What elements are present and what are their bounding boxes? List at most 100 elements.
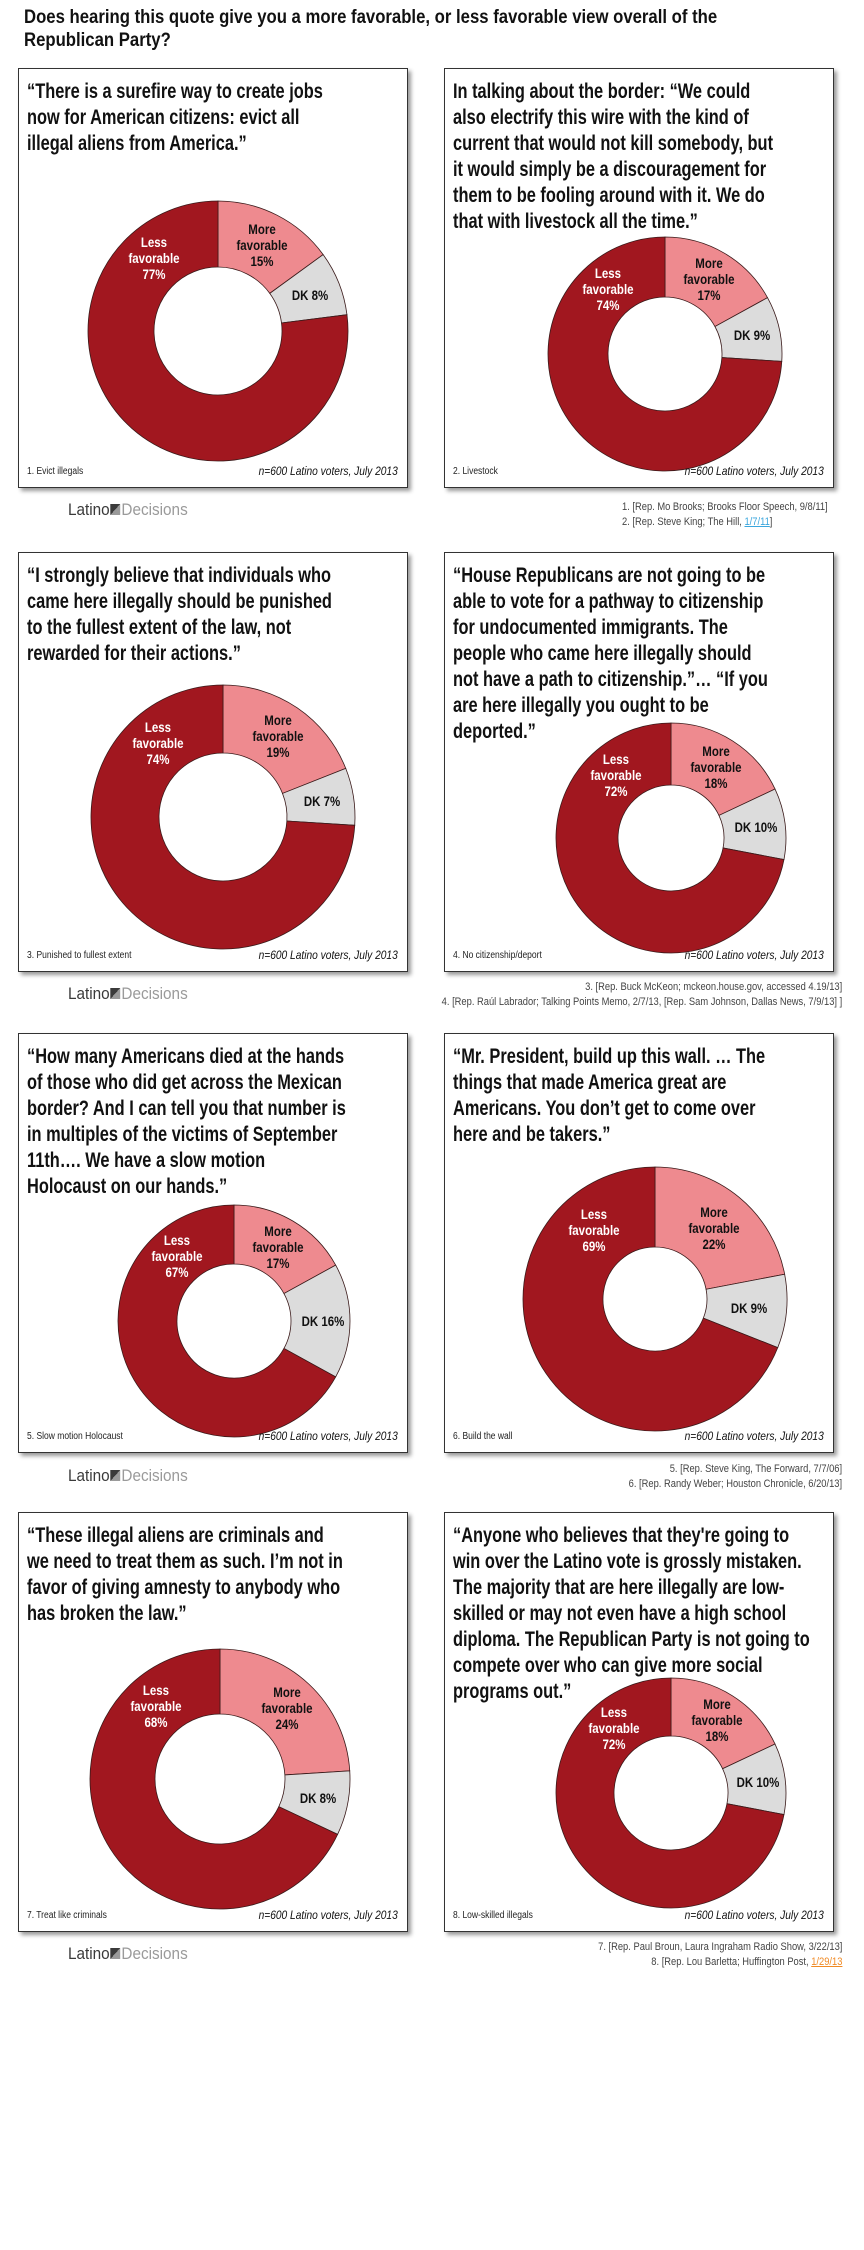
logo-text-latino: Latino — [68, 500, 110, 519]
quote-line: has broken the law.” — [27, 1602, 187, 1625]
quote-line: The majority that are here illegally are… — [453, 1576, 785, 1599]
footnote-text: 5. [Rep. Steve King, The Forward, 7/7/06… — [669, 1463, 842, 1475]
slice-value: 17% — [697, 287, 721, 304]
slice-value: 22% — [702, 1236, 726, 1253]
quote-text: “These illegal aliens are criminals and w… — [27, 1523, 394, 1627]
slice-value: 74% — [596, 296, 620, 313]
sample-note: n=600 Latino voters, July 2013 — [684, 1429, 824, 1443]
footnote: 2. [Rep. Steve King; The Hill, 1/7/11] — [622, 515, 828, 530]
footnote-link[interactable]: 1/7/11 — [744, 516, 770, 528]
quote-line: “How many Americans died at the hands — [27, 1045, 345, 1068]
source-footnotes: 1. [Rep. Mo Brooks; Brooks Floor Speech,… — [622, 500, 828, 530]
slice-value: 10% — [756, 1773, 780, 1790]
slice-label: More favorable — [688, 1204, 740, 1237]
footnote: 7. [Rep. Paul Broun, Laura Ingraham Radi… — [598, 1940, 842, 1955]
slice-label: More favorable — [690, 743, 742, 776]
slice-label: Less favorable — [588, 1704, 640, 1737]
slice-value: 72% — [602, 1736, 626, 1753]
logo-mark-icon — [110, 1470, 121, 1481]
quote-card: “How many Americans died at the hands of … — [18, 1033, 408, 1453]
quote-line: current that would not kill somebody, bu… — [453, 132, 774, 155]
slice-value: 10% — [754, 819, 778, 836]
quote-card: “There is a surefire way to create jobs n… — [18, 68, 408, 488]
chart-caption: 6. Build the wall — [453, 1431, 513, 1442]
quote-line: for undocumented immigrants. The — [453, 616, 728, 639]
slice-less — [547, 236, 783, 472]
sample-note: n=600 Latino voters, July 2013 — [684, 1908, 824, 1922]
quote-line: able to vote for a pathway to citizenshi… — [453, 590, 764, 613]
label-less: Less favorable 74% — [582, 265, 633, 313]
slice-more — [219, 1648, 351, 1776]
label-less: Less favorable 77% — [129, 234, 180, 282]
slice-value: 16% — [320, 1313, 344, 1329]
label-dk: DK 9% — [730, 1300, 766, 1316]
sample-note: n=600 Latino voters, July 2013 — [684, 948, 824, 962]
slice-value: 18% — [705, 1728, 729, 1745]
quote-line: “There is a surefire way to create jobs — [27, 80, 323, 103]
slice-label: DK — [291, 286, 309, 303]
footnote-link[interactable]: 1/29/13 — [810, 1956, 842, 1968]
quote-line: of those who did get across the Mexican — [27, 1071, 342, 1094]
logo-text-latino: Latino — [68, 1466, 110, 1485]
logo-text-decisions: Decisions — [121, 1944, 188, 1963]
label-dk: DK 8% — [292, 287, 328, 303]
quote-line: also electrify this wire with the kind o… — [453, 106, 749, 129]
label-less: Less favorable 74% — [133, 719, 184, 767]
quote-card: “House Republicans are not going to be ab… — [444, 552, 834, 972]
quote-line: skilled or may not even have a high scho… — [453, 1602, 787, 1625]
sample-note: n=600 Latino voters, July 2013 — [258, 464, 398, 478]
quote-line: “These illegal aliens are criminals and — [27, 1524, 324, 1547]
quote-text: “Anyone who believes that they're going … — [453, 1523, 820, 1705]
quote-line: we need to treat them as such. I’m not i… — [27, 1550, 343, 1573]
chart-caption: 4. No citizenship/deport — [453, 950, 542, 961]
logo-text-latino: Latino — [68, 1944, 110, 1963]
label-dk: DK 8% — [300, 1790, 336, 1806]
slice-value: 9% — [753, 326, 771, 343]
footnote: 4. [Rep. Raúl Labrador; Talking Points M… — [441, 995, 842, 1010]
donut-chart — [89, 1648, 351, 1910]
quote-line: border? And I can tell you that number i… — [27, 1097, 346, 1120]
donut-chart — [90, 684, 356, 950]
slice-label: Less favorable — [130, 1681, 182, 1714]
quote-line: illegal aliens from America.” — [27, 132, 247, 155]
label-dk: DK 10% — [737, 1774, 780, 1790]
chart-caption: 8. Low-skilled illegals — [453, 1910, 533, 1921]
slice-value: 8% — [311, 286, 329, 303]
quote-line: favor of giving amnesty to anybody who — [27, 1576, 341, 1599]
quote-line: are here illegally you ought to be — [453, 694, 709, 717]
slice-label: Less favorable — [590, 750, 642, 783]
slice-value: 8% — [319, 1789, 336, 1806]
quote-line: deported.” — [453, 720, 536, 743]
label-more: More favorable 22% — [688, 1204, 739, 1252]
slice-label: Less favorable — [132, 719, 184, 752]
source-footnotes: 5. [Rep. Steve King, The Forward, 7/7/06… — [629, 1462, 842, 1492]
slice-less — [89, 1648, 339, 1910]
slice-less — [555, 1677, 785, 1909]
slice-label: DK — [734, 819, 752, 836]
slice-value: 24% — [275, 1715, 299, 1732]
chart-caption: 3. Punished to fullest extent — [27, 950, 132, 961]
quote-line: that with livestock all the time.” — [453, 210, 698, 233]
slice-value: 19% — [266, 743, 290, 760]
slice-less — [117, 1204, 337, 1438]
slice-value: 68% — [144, 1713, 168, 1730]
donut-chart — [522, 1166, 788, 1432]
slice-value: 69% — [582, 1237, 606, 1254]
quote-card: “I strongly believe that individuals who… — [18, 552, 408, 972]
quote-line: not have a path to citizenship.”… “If yo… — [453, 668, 768, 691]
quote-line: In talking about the border: “We could — [453, 80, 751, 103]
footnote: 5. [Rep. Steve King, The Forward, 7/7/06… — [629, 1462, 842, 1477]
source-footnotes: 3. [Rep. Buck McKeon; mckeon.house.gov, … — [441, 980, 842, 1010]
slice-value: 77% — [142, 266, 166, 283]
sample-note: n=600 Latino voters, July 2013 — [684, 464, 824, 478]
quote-line: 11th…. We have a slow motion — [27, 1149, 266, 1172]
latino-decisions-logo: Latino Decisions — [68, 1944, 188, 1964]
footnote-text: 6. [Rep. Randy Weber; Houston Chronicle,… — [628, 1478, 842, 1490]
footnote: 1. [Rep. Mo Brooks; Brooks Floor Speech,… — [622, 500, 828, 515]
slice-label: DK — [301, 1313, 318, 1329]
label-dk: DK 9% — [734, 327, 770, 343]
quote-line: Americans. You don’t get to come over — [453, 1097, 756, 1120]
quote-line: in multiples of the victims of September — [27, 1123, 338, 1146]
slice-label: Less favorable — [582, 264, 634, 297]
